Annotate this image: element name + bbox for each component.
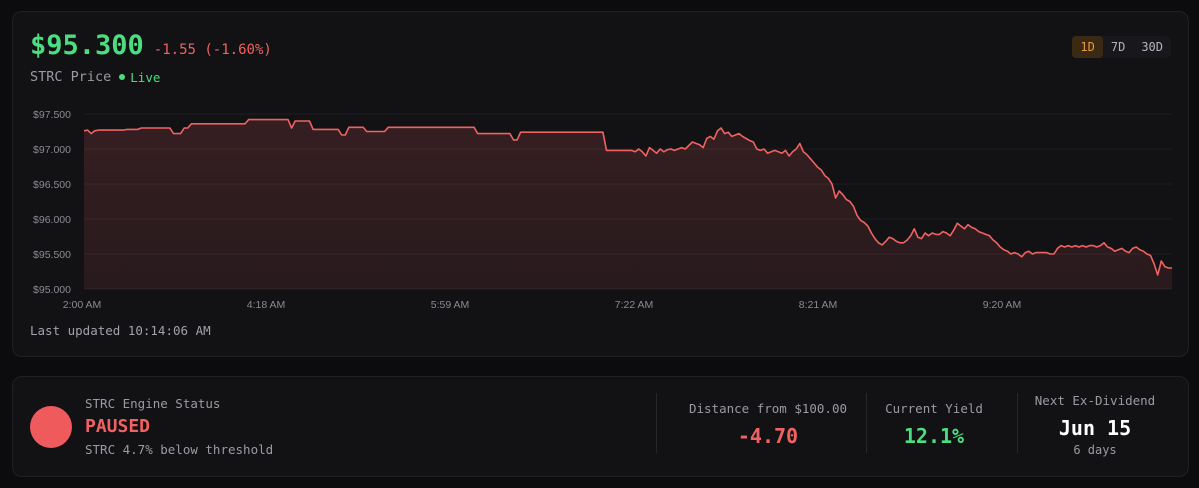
x-tick-label: 7:22 AM xyxy=(615,299,654,311)
range-tab-30d[interactable]: 30D xyxy=(1141,40,1163,54)
distance-value: -4.70 xyxy=(737,424,799,448)
price-change: -1.55 (-1.60%) xyxy=(153,42,272,58)
divider xyxy=(656,393,657,453)
x-tick-label: 8:21 AM xyxy=(799,299,838,311)
distance-label: Distance from $100.00 xyxy=(688,401,848,416)
engine-status-note: STRC 4.7% below threshold xyxy=(85,442,274,457)
yield-metric: Current Yield 12.1% xyxy=(873,401,995,448)
current-price: $95.300 xyxy=(30,30,144,61)
live-dot-icon xyxy=(119,74,126,80)
y-tick-label: $96.500 xyxy=(33,179,71,191)
divider xyxy=(1017,393,1018,453)
exdividend-label: Next Ex-Dividend xyxy=(1034,393,1156,408)
status-indicator-icon xyxy=(30,406,72,448)
ticker-row: STRC Price Live xyxy=(30,69,160,85)
last-updated: Last updated 10:14:06 AM xyxy=(30,323,211,338)
yield-value: 12.1% xyxy=(903,424,965,448)
price-header: $95.300 -1.55 (-1.60%) xyxy=(30,30,272,61)
range-selector: 1D 7D 30D xyxy=(1072,36,1171,58)
x-tick-label: 2:00 AM xyxy=(63,299,102,311)
price-series-line xyxy=(83,118,1172,276)
exdividend-metric: Next Ex-Dividend Jun 15 6 days xyxy=(1015,393,1175,457)
distance-metric: Distance from $100.00 -4.70 xyxy=(668,401,868,448)
status-card: STRC Engine Status PAUSED STRC 4.7% belo… xyxy=(12,376,1189,477)
range-tab-7d[interactable]: 7D xyxy=(1110,40,1126,54)
price-chart: $97.500 $97.000 $96.500 $96.000 $95.500 $95.0… xyxy=(33,109,1172,311)
engine-status-value: PAUSED xyxy=(85,416,151,437)
divider xyxy=(866,393,867,453)
yield-label: Current Yield xyxy=(885,401,983,416)
y-tick-label: $96.000 xyxy=(33,214,71,226)
exdividend-days: 6 days xyxy=(1073,443,1117,457)
x-tick-label: 5:59 AM xyxy=(431,299,470,311)
price-area-fill xyxy=(84,119,1172,289)
ticker-label: STRC Price xyxy=(30,69,112,85)
y-tick-label: $95.000 xyxy=(33,284,71,296)
x-tick-label: 9:20 AM xyxy=(983,299,1022,311)
x-tick-label: 4:18 AM xyxy=(247,299,286,311)
range-tab-1d[interactable]: 1D xyxy=(1072,36,1103,58)
y-tick-label: $97.000 xyxy=(33,144,71,156)
exdividend-date: Jun 15 xyxy=(1058,416,1132,440)
y-tick-label: $97.500 xyxy=(33,109,71,121)
price-card: $97.500 $97.000 $96.500 $96.000 $95.500 $95.0… xyxy=(12,11,1189,357)
y-tick-label: $95.500 xyxy=(33,249,71,261)
engine-status-label: STRC Engine Status xyxy=(85,396,221,411)
live-label: Live xyxy=(130,69,161,85)
